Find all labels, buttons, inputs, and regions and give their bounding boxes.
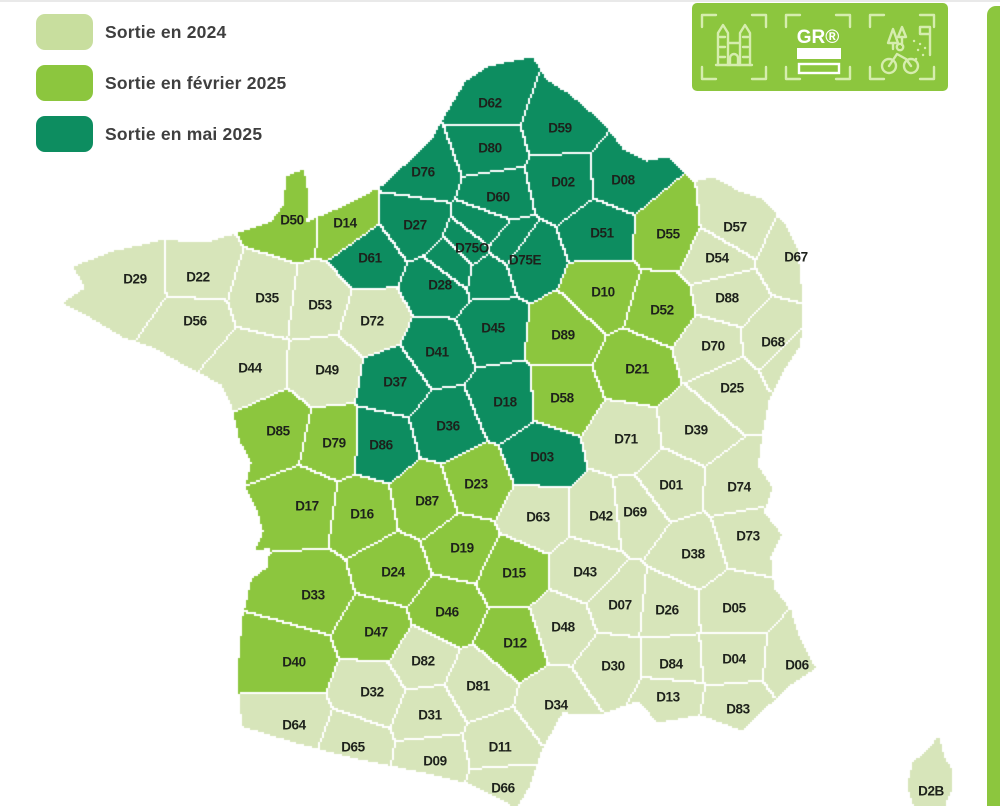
gr-brand-banner: GR® xyxy=(692,3,948,91)
frame-bracket-icon xyxy=(700,13,936,81)
legend-label: Sortie en mai 2025 xyxy=(105,123,263,144)
legend-swatch-2024 xyxy=(36,14,93,50)
gr-mark-icon: GR® xyxy=(797,27,841,75)
legend-swatch-fevrier-2025 xyxy=(36,65,93,101)
legend-label: Sortie en 2024 xyxy=(105,21,227,42)
legend-swatch-mai-2025 xyxy=(36,116,93,152)
gr-text: GR® xyxy=(797,27,840,48)
legend-item-mai-2025: Sortie en mai 2025 xyxy=(36,116,286,152)
legend: Sortie en 2024 Sortie en février 2025 So… xyxy=(36,14,286,152)
legend-item-2024: Sortie en 2024 xyxy=(36,14,286,50)
legend-label: Sortie en février 2025 xyxy=(105,72,287,93)
right-edge-strip xyxy=(987,6,1000,806)
monument-icon xyxy=(714,23,754,67)
legend-item-fevrier-2025: Sortie en février 2025 xyxy=(36,65,286,101)
cyclist-icon xyxy=(880,25,932,75)
